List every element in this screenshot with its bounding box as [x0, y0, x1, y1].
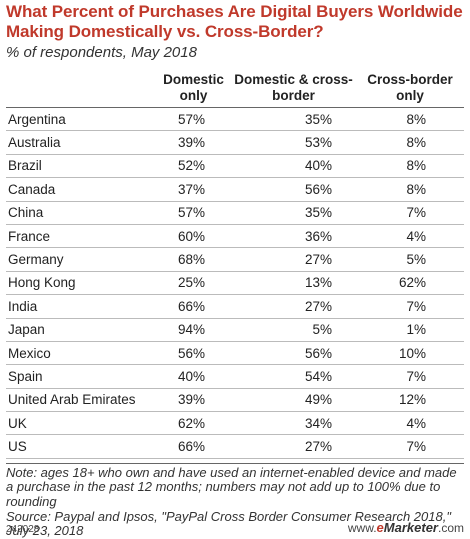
value-cell-domestic-only: 57% — [156, 201, 231, 225]
value-cell-cross-border-only: 7% — [356, 294, 464, 319]
table-row: China 57% 35% 7% — [6, 201, 464, 225]
value-cell-domestic-and-cross-border: 54% — [231, 364, 356, 389]
table-row: US 66% 27% 7% — [6, 434, 464, 459]
value-cell-domestic-only: 52% — [156, 154, 231, 179]
value-cell-domestic-only: 60% — [156, 224, 231, 249]
column-header-domestic-only: Domestic only — [156, 66, 231, 108]
value-cell-domestic-only: 68% — [156, 247, 231, 272]
site-logo: www.eMarketer.com — [348, 520, 464, 535]
value-cell-domestic-and-cross-border: 56% — [231, 341, 356, 366]
value-cell-domestic-only: 56% — [156, 341, 231, 366]
table-row: Argentina 57% 35% 8% — [6, 107, 464, 132]
column-header-cross-border-only: Cross-border only — [356, 66, 464, 108]
value-cell-cross-border-only: 8% — [356, 107, 464, 132]
value-cell-domestic-and-cross-border: 49% — [231, 388, 356, 413]
table-row: Japan 94% 5% 1% — [6, 318, 464, 342]
value-cell-domestic-and-cross-border: 36% — [231, 224, 356, 249]
value-cell-domestic-and-cross-border: 13% — [231, 271, 356, 296]
data-table: Domestic only Domestic & cross-border Cr… — [6, 66, 464, 459]
country-cell: UK — [6, 411, 156, 436]
brand-e: e — [376, 520, 384, 535]
country-cell: India — [6, 294, 156, 319]
value-cell-domestic-and-cross-border: 27% — [231, 434, 356, 459]
site-suffix: .com — [437, 521, 464, 535]
table-row: Canada 37% 56% 8% — [6, 177, 464, 202]
value-cell-cross-border-only: 8% — [356, 154, 464, 179]
value-cell-domestic-and-cross-border: 35% — [231, 107, 356, 132]
table-row: Australia 39% 53% 8% — [6, 130, 464, 155]
table-body: Argentina 57% 35% 8% Australia 39% 53% 8% Brazil… — [6, 107, 464, 459]
table-row: France 60% 36% 4% — [6, 224, 464, 249]
value-cell-domestic-only: 40% — [156, 364, 231, 389]
table-row: Mexico 56% 56% 10% — [6, 341, 464, 366]
value-cell-domestic-and-cross-border: 53% — [231, 130, 356, 155]
value-cell-domestic-and-cross-border: 34% — [231, 411, 356, 436]
table-header-row: Domestic only Domestic & cross-border Cr… — [6, 66, 464, 108]
value-cell-domestic-only: 94% — [156, 318, 231, 342]
value-cell-domestic-only: 25% — [156, 271, 231, 296]
country-cell: Japan — [6, 318, 156, 342]
table-row: UK 62% 34% 4% — [6, 411, 464, 436]
country-cell: China — [6, 201, 156, 225]
value-cell-cross-border-only: 7% — [356, 434, 464, 459]
country-cell: France — [6, 224, 156, 249]
value-cell-domestic-only: 39% — [156, 130, 231, 155]
country-column-header — [6, 66, 156, 108]
chart-subtitle: % of respondents, May 2018 — [6, 44, 197, 61]
country-cell: Germany — [6, 247, 156, 272]
value-cell-domestic-only: 39% — [156, 388, 231, 413]
value-cell-cross-border-only: 8% — [356, 130, 464, 155]
table-row: Germany 68% 27% 5% — [6, 247, 464, 272]
country-cell: Australia — [6, 130, 156, 155]
value-cell-domestic-only: 66% — [156, 434, 231, 459]
country-cell: Spain — [6, 364, 156, 389]
table-row: India 66% 27% 7% — [6, 294, 464, 319]
column-header-domestic-and-cross-border: Domestic & cross-border — [231, 66, 356, 108]
notes-block: Note: ages 18+ who own and have used an … — [6, 462, 464, 539]
footnote: Note: ages 18+ who own and have used an … — [6, 464, 457, 510]
chart-id: 242028 — [6, 524, 40, 535]
table-row: Spain 40% 54% 7% — [6, 364, 464, 389]
value-cell-domestic-only: 37% — [156, 177, 231, 202]
value-cell-cross-border-only: 7% — [356, 364, 464, 389]
value-cell-domestic-only: 62% — [156, 411, 231, 436]
table-row: United Arab Emirates 39% 49% 12% — [6, 388, 464, 413]
value-cell-domestic-and-cross-border: 27% — [231, 247, 356, 272]
table-row: Brazil 52% 40% 8% — [6, 154, 464, 179]
country-cell: Mexico — [6, 341, 156, 366]
value-cell-cross-border-only: 5% — [356, 247, 464, 272]
table-row: Hong Kong 25% 13% 62% — [6, 271, 464, 296]
chart-title: What Percent of Purchases Are Digital Bu… — [6, 2, 463, 41]
country-cell: Argentina — [6, 107, 156, 132]
country-cell: US — [6, 434, 156, 459]
country-cell: Hong Kong — [6, 271, 156, 296]
source-note: Source: Paypal and Ipsos, "PayPal Cross … — [6, 508, 451, 539]
value-cell-cross-border-only: 8% — [356, 177, 464, 202]
country-cell: Canada — [6, 177, 156, 202]
value-cell-domestic-and-cross-border: 40% — [231, 154, 356, 179]
value-cell-cross-border-only: 62% — [356, 271, 464, 296]
value-cell-domestic-only: 66% — [156, 294, 231, 319]
value-cell-cross-border-only: 10% — [356, 341, 464, 366]
country-cell: United Arab Emirates — [6, 388, 156, 413]
brand-name: eMarketer — [377, 520, 438, 535]
value-cell-domestic-and-cross-border: 27% — [231, 294, 356, 319]
country-cell: Brazil — [6, 154, 156, 179]
value-cell-domestic-only: 57% — [156, 107, 231, 132]
value-cell-cross-border-only: 4% — [356, 411, 464, 436]
footer: 242028 www.eMarketer.com — [6, 520, 464, 535]
value-cell-domestic-and-cross-border: 5% — [231, 318, 356, 342]
value-cell-domestic-and-cross-border: 35% — [231, 201, 356, 225]
brand-rest: Marketer — [383, 520, 438, 535]
value-cell-cross-border-only: 4% — [356, 224, 464, 249]
value-cell-cross-border-only: 1% — [356, 318, 464, 342]
value-cell-cross-border-only: 7% — [356, 201, 464, 225]
value-cell-domestic-and-cross-border: 56% — [231, 177, 356, 202]
site-prefix: www. — [347, 521, 377, 535]
value-cell-cross-border-only: 12% — [356, 388, 464, 413]
